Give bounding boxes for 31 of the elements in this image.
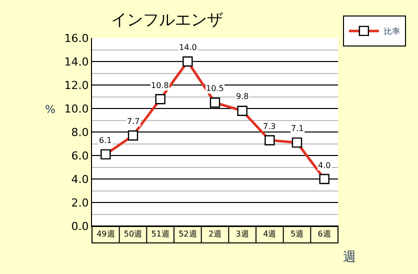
data-label: 6.1 bbox=[99, 136, 112, 145]
x-axis-title: 週 bbox=[343, 250, 356, 265]
chart-title: インフルエンザ bbox=[111, 10, 224, 29]
x-tick-label: 4週 bbox=[263, 230, 276, 239]
x-tick-label: 2週 bbox=[208, 230, 222, 239]
data-label: 10.5 bbox=[206, 84, 224, 93]
y-tick-label: 10.0 bbox=[64, 102, 89, 116]
y-tick-label: 8.0 bbox=[71, 126, 89, 139]
y-tick-label: 6.0 bbox=[71, 149, 89, 162]
x-tick-label: 50週 bbox=[124, 230, 142, 239]
y-tick-label: 4.0 bbox=[71, 172, 89, 186]
y-tick-label: 16.0 bbox=[64, 32, 89, 45]
data-label: 14.0 bbox=[179, 43, 197, 52]
data-label: 7.1 bbox=[291, 124, 304, 133]
y-tick-label: 12.0 bbox=[64, 78, 89, 92]
data-label: 7.3 bbox=[263, 122, 276, 131]
x-tick-label: 5週 bbox=[290, 230, 304, 239]
x-tick-label: 49週 bbox=[96, 230, 115, 239]
y-axis-title: % bbox=[45, 103, 56, 116]
x-tick-label: 52週 bbox=[178, 230, 197, 239]
data-label: 4.0 bbox=[318, 161, 331, 170]
legend-label: 比率 bbox=[384, 27, 400, 36]
data-label: 7.7 bbox=[127, 117, 140, 126]
x-tick-label: 6週 bbox=[318, 230, 331, 239]
x-tick-label: 51週 bbox=[151, 230, 170, 239]
y-tick-label: 14.0 bbox=[64, 55, 89, 68]
data-label: 10.8 bbox=[151, 81, 169, 90]
x-tick-label: 3週 bbox=[236, 230, 249, 239]
data-label: 9.8 bbox=[236, 92, 249, 101]
y-tick-label: 2.0 bbox=[71, 196, 89, 210]
y-tick-label: 0.0 bbox=[71, 220, 89, 233]
